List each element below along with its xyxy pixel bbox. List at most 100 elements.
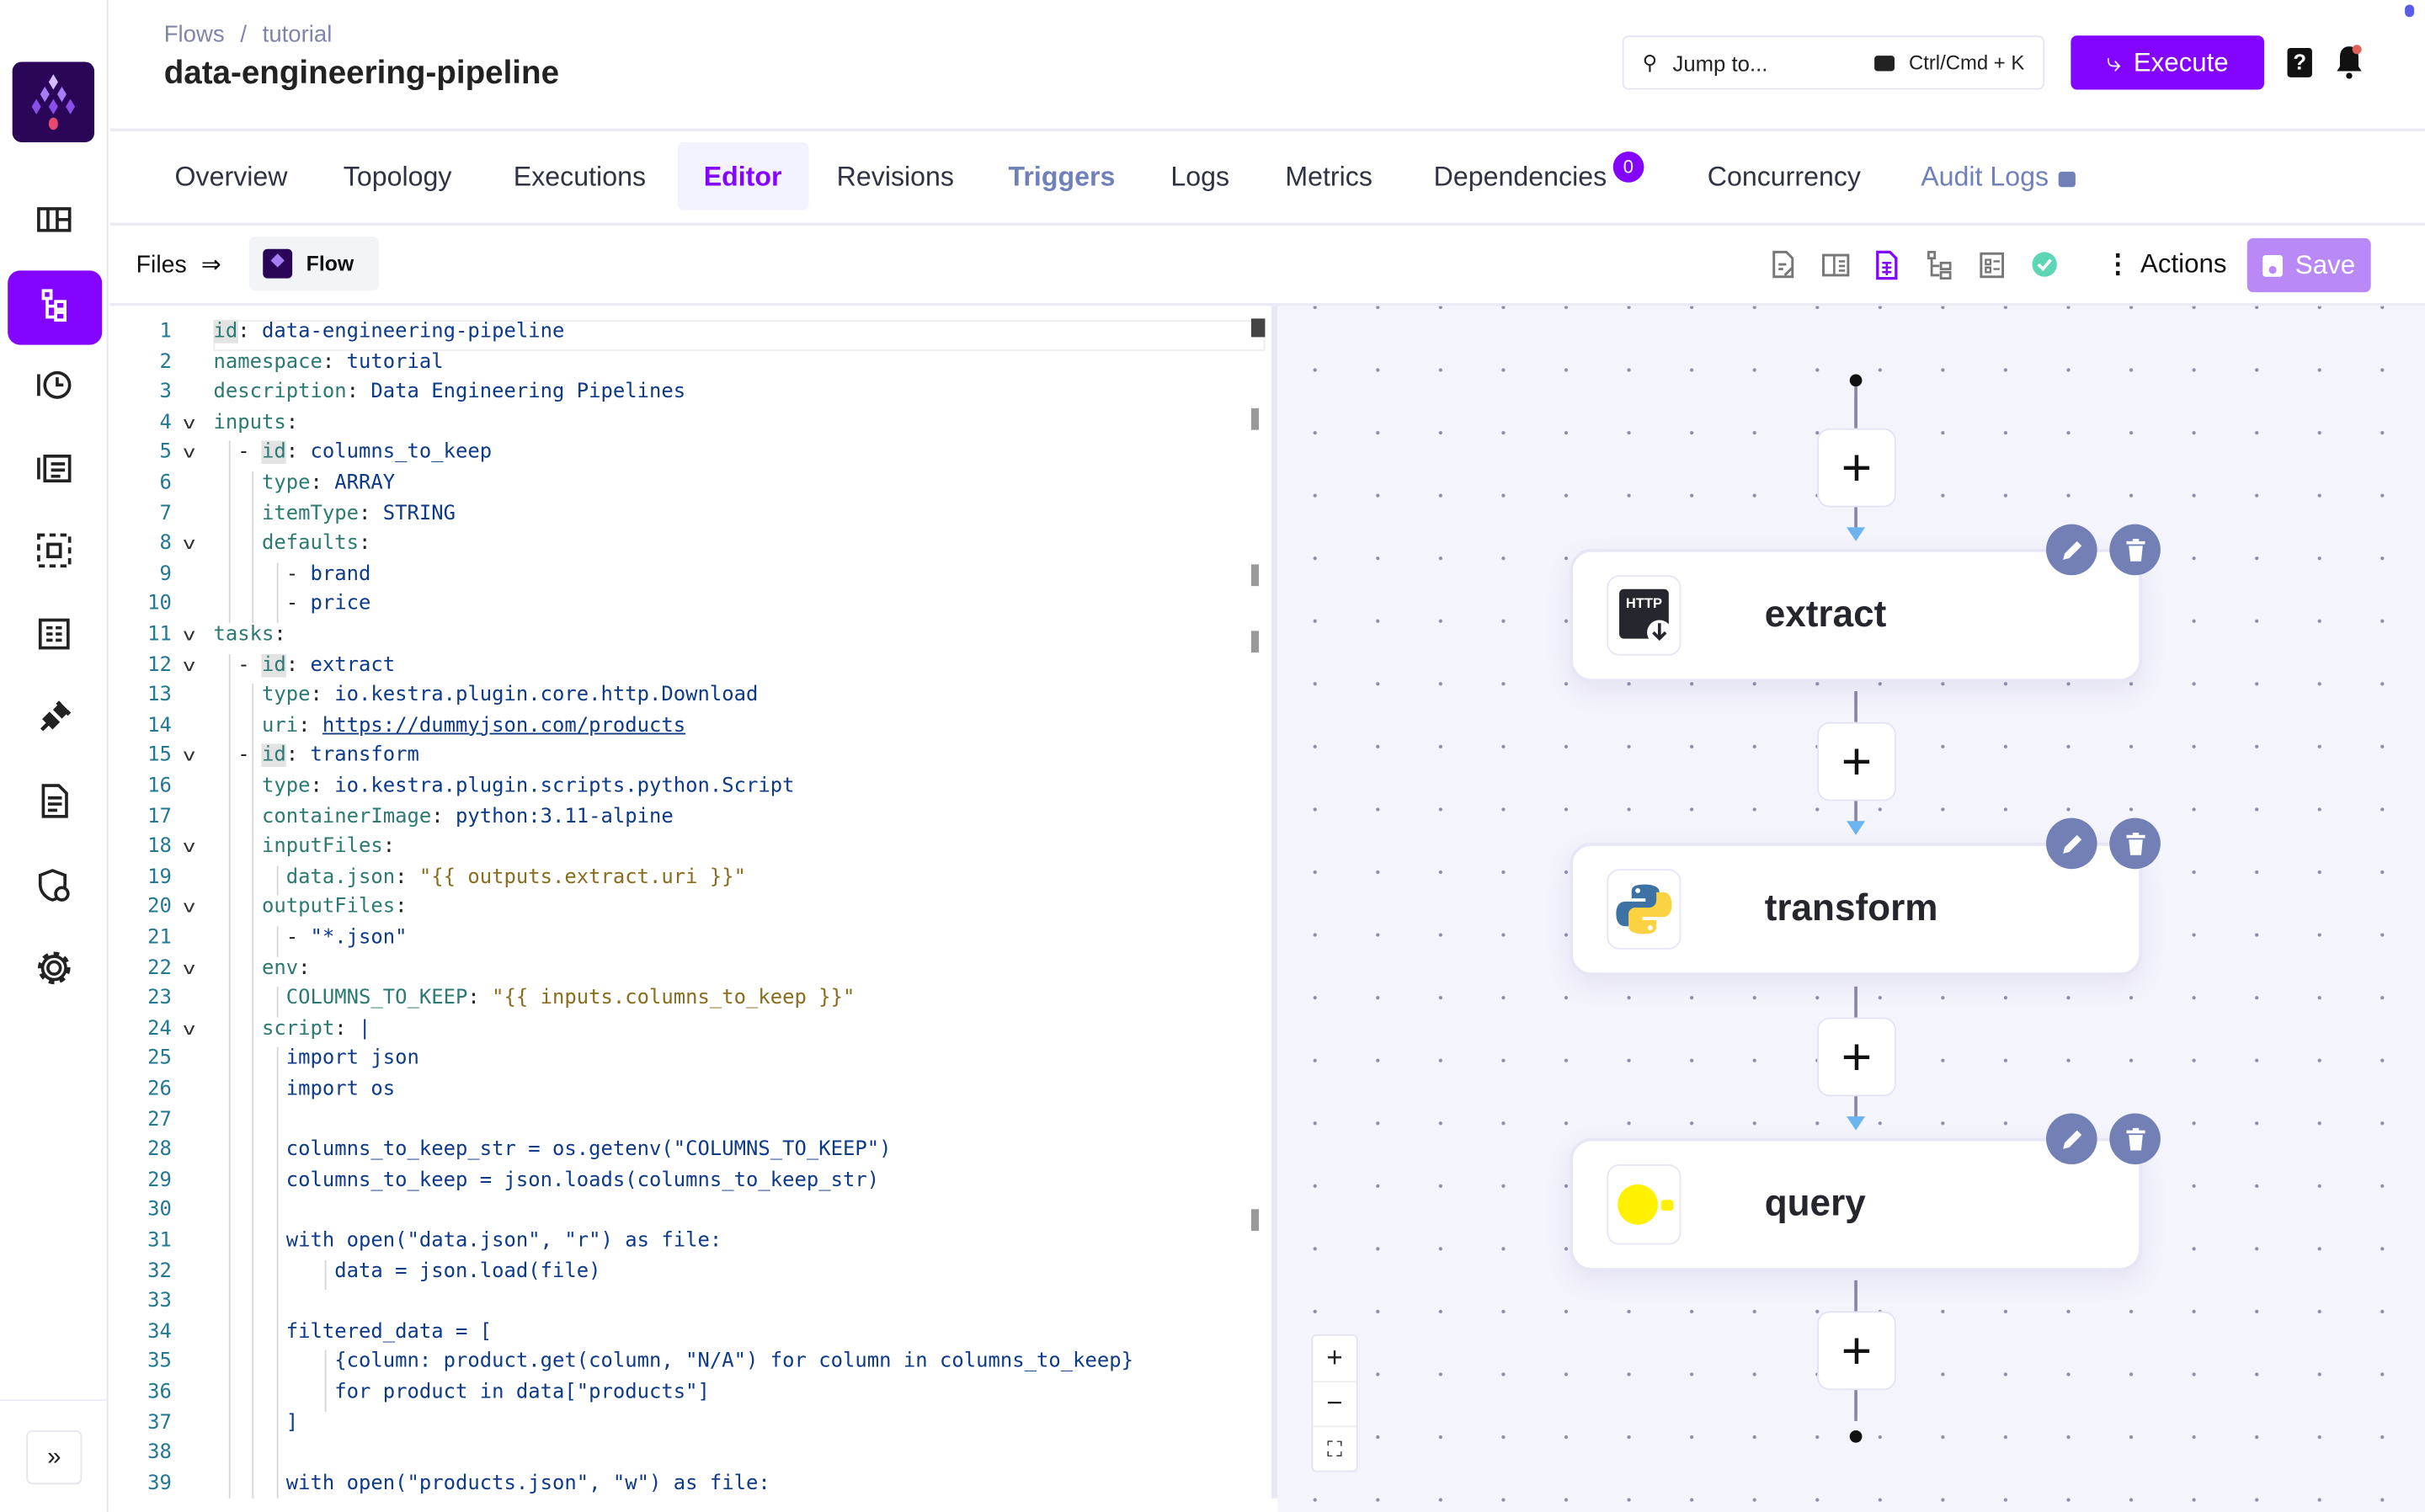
fold-chevron-icon[interactable]: v bbox=[182, 897, 196, 918]
line-number: 26 bbox=[147, 1078, 172, 1101]
scrollbar-thumb[interactable] bbox=[1250, 318, 1266, 338]
sidebar-item-logs[interactable] bbox=[14, 601, 95, 672]
documentation-icon[interactable] bbox=[1976, 249, 2007, 280]
fold-chevron-icon[interactable]: v bbox=[182, 534, 196, 554]
flows-icon bbox=[35, 284, 75, 332]
fold-chevron-icon[interactable]: v bbox=[182, 655, 196, 675]
code-token: - bbox=[285, 593, 311, 616]
add-task-button[interactable]: + bbox=[1817, 428, 1896, 508]
flow-file-tab[interactable]: Flow bbox=[248, 237, 379, 291]
fold-chevron-icon[interactable]: v bbox=[182, 1019, 196, 1039]
line-number: 5 bbox=[159, 441, 172, 465]
line-number: 28 bbox=[147, 1138, 172, 1162]
sidebar-item-settings[interactable] bbox=[14, 935, 95, 1006]
line-number: 11 bbox=[147, 623, 172, 647]
task-node-transform[interactable]: transform bbox=[1570, 843, 2142, 976]
split-view-icon[interactable] bbox=[1820, 249, 1852, 280]
line-number: 29 bbox=[147, 1169, 172, 1192]
sidebar-item-dashboard[interactable] bbox=[14, 187, 95, 258]
tab-overview[interactable]: Overview bbox=[148, 142, 313, 210]
yaml-value: price bbox=[310, 593, 371, 616]
task-node-query[interactable]: query bbox=[1570, 1137, 2142, 1271]
tab-dependencies[interactable]: Dependencies 0 bbox=[1407, 142, 1670, 210]
fit-view-button[interactable]: ⛶ bbox=[1327, 1437, 1343, 1462]
code-line: COLUMNS_TO_KEEP: "{{ inputs.columns_to_k… bbox=[213, 987, 855, 1010]
edit-task-button[interactable] bbox=[2045, 1113, 2097, 1165]
tab-label: Editor bbox=[703, 160, 782, 191]
indent-guide bbox=[228, 441, 231, 624]
source-only-icon[interactable] bbox=[1871, 249, 1902, 280]
tab-metrics[interactable]: Metrics bbox=[1259, 142, 1399, 210]
tab-triggers[interactable]: Triggers bbox=[982, 142, 1141, 210]
code-token bbox=[213, 805, 262, 828]
tab-label: Triggers bbox=[1008, 160, 1116, 191]
sidebar-item-blueprints[interactable] bbox=[14, 769, 95, 839]
yaml-value: STRING bbox=[382, 502, 456, 525]
collapse-sidebar-button[interactable]: » bbox=[26, 1429, 83, 1485]
edit-task-button[interactable] bbox=[2045, 817, 2097, 870]
line-number: 7 bbox=[159, 502, 172, 525]
fold-chevron-icon[interactable]: v bbox=[182, 443, 196, 463]
tab-concurrency[interactable]: Concurrency bbox=[1682, 142, 1888, 210]
zoom-in-button[interactable]: + bbox=[1313, 1336, 1356, 1382]
line-number: 33 bbox=[147, 1290, 172, 1313]
line-number: 16 bbox=[147, 775, 172, 798]
help-icon[interactable]: ? bbox=[2287, 47, 2312, 77]
jump-to-search[interactable]: ⚲ Jump to... Ctrl/Cmd + K bbox=[1622, 35, 2045, 90]
fold-chevron-icon[interactable]: v bbox=[182, 413, 196, 433]
execute-button[interactable]: ⤷ Execute bbox=[2071, 35, 2264, 90]
files-toggle[interactable]: Files ⇒ bbox=[136, 251, 221, 280]
yaml-string: "{{ outputs.extract.uri }}" bbox=[418, 865, 747, 889]
sidebar-item-namespaces[interactable] bbox=[14, 518, 95, 588]
kestra-logo[interactable] bbox=[12, 61, 95, 142]
actions-menu[interactable]: ⋮ Actions bbox=[2105, 249, 2227, 280]
validation-ok-icon[interactable] bbox=[2029, 249, 2060, 280]
tab-logs[interactable]: Logs bbox=[1144, 142, 1255, 210]
task-node-extract[interactable]: HTTP extract bbox=[1570, 549, 2142, 682]
sidebar-item-plugins[interactable] bbox=[14, 685, 95, 756]
line-number: 31 bbox=[147, 1229, 172, 1253]
edit-source-icon[interactable] bbox=[1767, 249, 1799, 280]
fold-chevron-icon[interactable]: v bbox=[182, 958, 196, 978]
line-number: 12 bbox=[147, 653, 172, 677]
tab-audit-logs[interactable]: Audit Logs bbox=[1895, 142, 2102, 210]
add-task-button[interactable]: + bbox=[1817, 721, 1896, 801]
code-token bbox=[213, 714, 262, 737]
edit-task-button[interactable] bbox=[2045, 524, 2097, 576]
topology-canvas[interactable]: + + + + HTTP extract transform query bbox=[1277, 306, 2425, 1512]
tab-executions[interactable]: Executions bbox=[488, 142, 673, 210]
tab-editor[interactable]: Editor bbox=[677, 141, 808, 210]
add-task-button[interactable]: + bbox=[1817, 1311, 1896, 1391]
code-token: : bbox=[346, 381, 371, 404]
line-number: 30 bbox=[147, 1199, 172, 1222]
save-button[interactable]: Save bbox=[2246, 237, 2371, 293]
scrollbar-marker bbox=[1250, 407, 1260, 430]
edge bbox=[1854, 397, 1857, 429]
delete-task-button[interactable] bbox=[2109, 817, 2161, 870]
bell-icon[interactable] bbox=[2334, 43, 2365, 88]
topology-icon[interactable] bbox=[1924, 249, 1955, 280]
sidebar-item-administration[interactable] bbox=[14, 854, 95, 924]
code-token: : bbox=[395, 896, 408, 919]
fold-chevron-icon[interactable]: v bbox=[182, 625, 196, 645]
sidebar-item-executions[interactable] bbox=[14, 436, 95, 507]
tab-topology[interactable]: Topology bbox=[317, 142, 478, 210]
tab-revisions[interactable]: Revisions bbox=[810, 142, 980, 210]
sidebar-item-templates-history[interactable] bbox=[14, 353, 95, 423]
code-line: containerImage: python:3.11-alpine bbox=[213, 805, 674, 828]
add-task-button[interactable]: + bbox=[1817, 1017, 1896, 1097]
yaml-editor[interactable]: 1 id: data-engineering-pipeline 2 namespace… bbox=[109, 306, 1271, 1499]
breadcrumb-flows[interactable]: Flows bbox=[163, 21, 225, 48]
sidebar-item-flows[interactable] bbox=[8, 270, 103, 345]
tab-label: Dependencies bbox=[1433, 160, 1607, 191]
delete-task-button[interactable] bbox=[2109, 1113, 2161, 1165]
panel-splitter[interactable] bbox=[1271, 306, 1278, 1499]
fold-chevron-icon[interactable]: v bbox=[182, 837, 196, 857]
zoom-out-button[interactable]: − bbox=[1313, 1382, 1356, 1428]
indent-guide bbox=[276, 562, 279, 624]
breadcrumb-namespace[interactable]: tutorial bbox=[262, 21, 333, 48]
yaml-value: columns_to_keep bbox=[310, 441, 493, 465]
yaml-key: uri bbox=[261, 714, 299, 737]
delete-task-button[interactable] bbox=[2109, 524, 2161, 576]
fold-chevron-icon[interactable]: v bbox=[182, 746, 196, 766]
